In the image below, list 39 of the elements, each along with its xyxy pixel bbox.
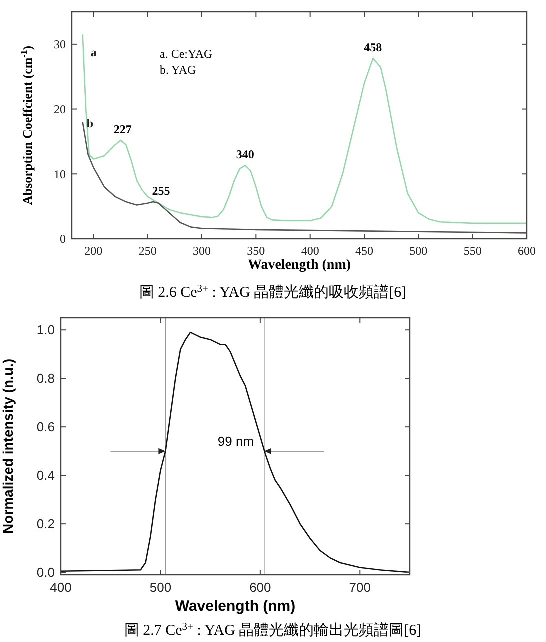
x-tick-label: 600 [518,244,536,258]
x-tick-label: 450 [356,244,374,258]
annotation: 255 [152,184,170,198]
y-tick-label: 30 [54,38,66,52]
x-tick-label: 200 [84,244,103,258]
annotation: 99 nm [218,434,254,449]
y-tick-label: 0.8 [36,371,55,386]
x-tick-label: 550 [464,244,482,258]
x-tick-label: 700 [349,580,371,595]
x-axis-title: Wavelength (nm) [175,598,296,615]
x-tick-label: 350 [247,244,266,258]
x-tick-label: 400 [301,244,320,258]
annotation: 227 [114,122,132,136]
annotation: 340 [236,148,254,162]
line-series [60,332,411,574]
x-tick-label: 500 [150,580,172,595]
y-axis-title: Normalized intensity (n.u.) [0,358,16,534]
y-tick-label: 0.4 [36,468,55,484]
series-label: a [90,46,97,60]
x-tick-label: 600 [250,580,272,595]
annotation: b. YAG [160,63,197,77]
caption: 圖 2.6 Ce$^{3+}$ : YAG 晶體光纖的吸收頻譜[6] [139,284,407,301]
line-series [82,34,528,224]
annotation: a. Ce:YAG [160,47,213,61]
x-axis-title: Wavelength (nm) [248,258,352,273]
series-label: b [86,116,94,130]
y-tick-label: 20 [54,102,66,116]
x-tick-label: 300 [193,244,211,258]
y-tick-label: 0.6 [36,420,55,435]
caption: 圖 2.7 Ce$^{3+}$ : YAG 晶體光纖的輸出光頻譜圖[6] [124,622,422,639]
y-tick-label: 0.0 [36,565,55,580]
y-tick-label: 0.2 [36,516,55,532]
y-tick-label: 1.0 [36,322,55,338]
annotation: 458 [364,40,382,55]
x-tick-label: 400 [50,580,72,595]
y-tick-label: 10 [54,167,66,182]
y-tick-label: 0 [60,232,66,246]
x-tick-label: 500 [410,244,428,258]
x-tick-label: 250 [138,244,157,258]
